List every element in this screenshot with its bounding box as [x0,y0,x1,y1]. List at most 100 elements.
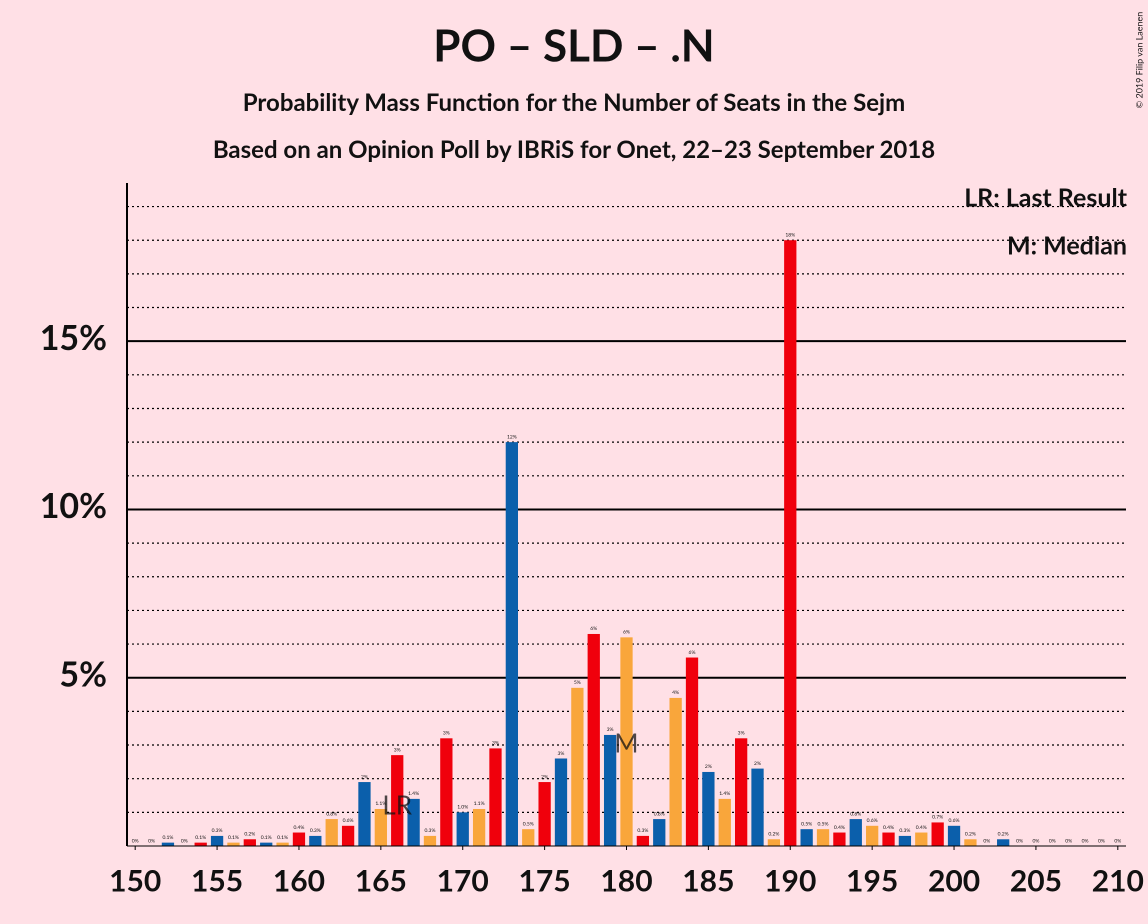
bar [833,832,846,846]
value-label: 0.8% [654,811,665,817]
value-label: 3% [607,727,614,733]
value-label: 0.1% [162,835,173,841]
value-label: 3% [558,751,565,757]
value-label: 1.1% [375,801,386,807]
bar [260,842,273,846]
copyright: © 2019 Filip van Laenen [1133,12,1144,109]
value-label: 0.3% [637,828,648,834]
value-label: 6% [623,630,630,636]
bar [669,697,682,846]
value-label: 0% [1082,838,1089,844]
value-label: 0% [1114,838,1121,844]
bar [849,819,862,846]
bar [620,637,633,846]
bar [866,825,879,846]
bar [489,748,502,846]
value-label: 2% [361,774,368,780]
value-label: 0.4% [834,825,845,831]
value-label: 0.1% [261,835,272,841]
x-tick-label: 185 [682,863,734,899]
bar [391,755,404,846]
bar [522,829,535,846]
bar [309,835,322,846]
y-tick-label: 5% [59,653,107,694]
value-label: 0% [1016,838,1023,844]
value-label: 0.3% [212,828,223,834]
x-tick-label: 175 [519,863,571,899]
value-label: 2% [705,764,712,770]
last-result-marker: LR [382,789,412,821]
value-label: 18% [785,232,795,238]
value-label: 6% [590,626,597,632]
value-label: 0.4% [883,825,894,831]
value-label: 0.6% [867,818,878,824]
value-label: 0% [983,838,990,844]
bar [800,829,813,846]
value-label: 0.8% [850,811,861,817]
bar [947,825,961,846]
value-label: 0.2% [965,832,976,838]
bar [456,812,469,846]
bar [751,768,764,846]
value-label: 0% [1098,838,1105,844]
bar [423,835,437,846]
bar [292,832,306,846]
value-label: 3% [738,731,745,737]
x-tick-label: 205 [1010,863,1062,899]
bar [898,835,912,846]
bar [734,738,748,846]
x-tick-label: 155 [191,863,243,899]
bar [358,782,371,846]
bar [325,819,338,846]
value-label: 3% [394,747,401,753]
x-tick-label: 195 [846,863,898,899]
legend-text: LR: Last Result [964,182,1128,212]
value-label: 1.1% [474,801,485,807]
value-label: 0.1% [277,835,288,841]
value-label: 0.2% [768,832,779,838]
value-label: 6% [689,650,696,656]
bar [702,771,715,846]
chart-title: PO – SLD – .N [433,19,714,71]
bar [882,832,895,846]
bar [997,839,1010,846]
x-tick-label: 165 [355,863,407,899]
value-label: 3% [492,741,499,747]
x-tick-label: 190 [764,863,816,899]
value-label: 0.1% [195,835,206,841]
value-label: 1.4% [408,791,419,797]
value-label: 1.0% [457,805,468,811]
value-label: 0.5% [801,821,812,827]
bar [374,808,387,846]
bar [554,758,568,846]
x-tick-label: 150 [109,863,161,899]
x-tick-label: 180 [600,863,652,899]
bar [505,442,519,846]
bar [243,839,256,846]
value-label: 0.4% [916,825,927,831]
value-label: 0% [181,838,188,844]
bar [931,822,944,846]
legend-text: M: Median [1007,230,1127,260]
x-tick-label: 160 [273,863,325,899]
bar [636,835,650,846]
bar [194,842,207,846]
y-tick-label: 10% [40,485,107,526]
chart-subtitle: Probability Mass Function for the Number… [243,88,905,117]
bar [341,825,355,846]
bar [685,657,699,846]
bar [538,782,551,846]
bar [161,842,175,846]
value-label: 0.6% [343,818,354,824]
value-label: 0% [1065,838,1072,844]
value-label: 0.3% [424,828,435,834]
value-label: 1.4% [719,791,730,797]
bar [964,839,977,846]
bar [915,832,928,846]
value-label: 0.3% [899,828,910,834]
chart-subtitle: Based on an Opinion Poll by IBRiS for On… [213,135,935,164]
value-label: 0.7% [932,815,943,821]
value-label: 2% [541,774,548,780]
bar [571,687,584,846]
y-tick-label: 15% [40,317,107,358]
